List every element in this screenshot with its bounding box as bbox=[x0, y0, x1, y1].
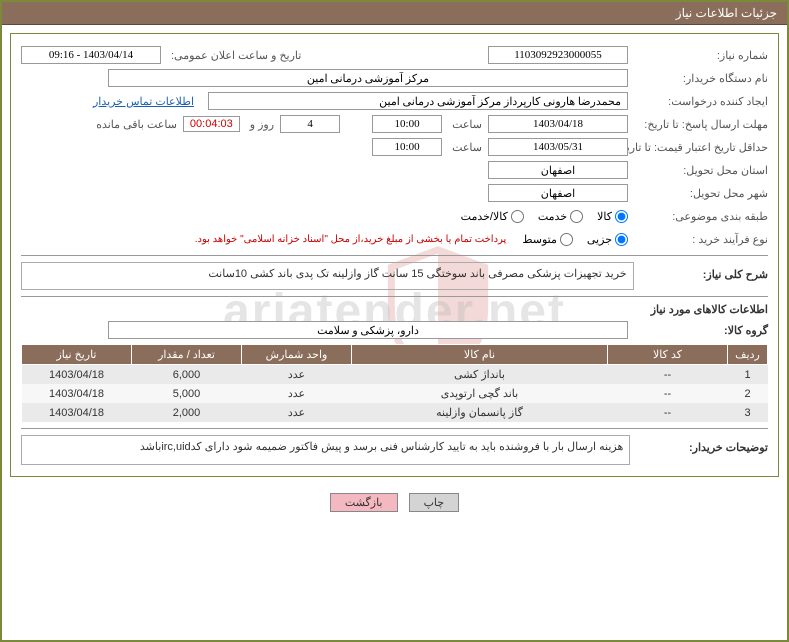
delivery-province-label: استان محل تحویل: bbox=[638, 164, 768, 177]
divider-2 bbox=[21, 296, 768, 297]
category-label: طبقه بندی موضوعی: bbox=[638, 210, 768, 223]
process-label: نوع فرآیند خرید : bbox=[638, 233, 768, 246]
time-label-2: ساعت bbox=[452, 141, 482, 154]
cell-code: -- bbox=[608, 384, 728, 403]
goods-section-title: اطلاعات کالاهای مورد نیاز bbox=[21, 303, 768, 316]
need-number-label: شماره نیاز: bbox=[638, 49, 768, 62]
cell-n: 3 bbox=[728, 403, 768, 422]
divider-1 bbox=[21, 255, 768, 256]
validity-label: حداقل تاریخ اعتبار قیمت: تا تاریخ: bbox=[638, 141, 768, 154]
cell-name: بانداژ کشی bbox=[352, 365, 608, 385]
goods-table: ردیف کد کالا نام کالا واحد شمارش تعداد /… bbox=[21, 344, 768, 422]
table-row: 2--باند گچی ارتوپدیعدد5,0001403/04/18 bbox=[22, 384, 768, 403]
back-button[interactable]: بازگشت bbox=[330, 493, 398, 512]
requester-field bbox=[208, 92, 628, 110]
buyer-notes-label: توضیحات خریدار: bbox=[640, 441, 768, 454]
buyer-notes-box: هزینه ارسال بار با فروشنده باید به تایید… bbox=[21, 435, 630, 465]
radio-khadamat[interactable]: خدمت bbox=[538, 210, 583, 223]
announce-field bbox=[21, 46, 161, 64]
cell-unit: عدد bbox=[242, 384, 352, 403]
need-number-field bbox=[488, 46, 628, 64]
need-desc-label: شرح کلی نیاز: bbox=[640, 268, 768, 281]
radio-small[interactable]: جزیی bbox=[587, 233, 628, 246]
goods-group-label: گروه کالا: bbox=[638, 324, 768, 337]
panel-title: جزئیات اطلاعات نیاز bbox=[2, 2, 787, 25]
deadline-time-field bbox=[372, 115, 442, 133]
cell-code: -- bbox=[608, 365, 728, 385]
remaining-label: ساعت باقی مانده bbox=[96, 118, 177, 131]
divider-3 bbox=[21, 428, 768, 429]
buyer-org-field bbox=[108, 69, 628, 87]
cell-name: باند گچی ارتوپدی bbox=[352, 384, 608, 403]
need-desc-box: خرید تجهیزات پزشکی مصرفی باند سوختگی 15 … bbox=[21, 262, 634, 290]
radio-kalakhadamat[interactable]: کالا/خدمت bbox=[461, 210, 524, 223]
cell-n: 1 bbox=[728, 365, 768, 385]
print-button[interactable]: چاپ bbox=[409, 493, 460, 512]
buyer-org-label: نام دستگاه خریدار: bbox=[638, 72, 768, 85]
cell-name: گاز پانسمان وازلینه bbox=[352, 403, 608, 422]
requester-label: ایجاد کننده درخواست: bbox=[638, 95, 768, 108]
validity-date-field bbox=[488, 138, 628, 156]
validity-time-field bbox=[372, 138, 442, 156]
days-and-label: روز و bbox=[250, 118, 274, 131]
process-note: پرداخت تمام یا بخشی از مبلغ خرید،از محل … bbox=[195, 234, 507, 245]
goods-group-field bbox=[108, 321, 628, 339]
buyer-contact-link[interactable]: اطلاعات تماس خریدار bbox=[93, 95, 194, 108]
cell-n: 2 bbox=[728, 384, 768, 403]
cell-date: 1403/04/18 bbox=[22, 403, 132, 422]
th-qty: تعداد / مقدار bbox=[132, 345, 242, 365]
cell-unit: عدد bbox=[242, 403, 352, 422]
cell-qty: 2,000 bbox=[132, 403, 242, 422]
announce-label: تاریخ و ساعت اعلان عمومی: bbox=[171, 49, 301, 62]
th-date: تاریخ نیاز bbox=[22, 345, 132, 365]
th-unit: واحد شمارش bbox=[242, 345, 352, 365]
delivery-province-field bbox=[488, 161, 628, 179]
table-row: 1--بانداژ کشیعدد6,0001403/04/18 bbox=[22, 365, 768, 385]
cell-qty: 6,000 bbox=[132, 365, 242, 385]
time-label-1: ساعت bbox=[452, 118, 482, 131]
cell-code: -- bbox=[608, 403, 728, 422]
table-row: 3--گاز پانسمان وازلینهعدد2,0001403/04/18 bbox=[22, 403, 768, 422]
cell-date: 1403/04/18 bbox=[22, 365, 132, 385]
th-name: نام کالا bbox=[352, 345, 608, 365]
delivery-city-field bbox=[488, 184, 628, 202]
th-code: کد کالا bbox=[608, 345, 728, 365]
delivery-city-label: شهر محل تحویل: bbox=[638, 187, 768, 200]
deadline-label: مهلت ارسال پاسخ: تا تاریخ: bbox=[638, 118, 768, 131]
cell-unit: عدد bbox=[242, 365, 352, 385]
th-row: ردیف bbox=[728, 345, 768, 365]
cell-qty: 5,000 bbox=[132, 384, 242, 403]
countdown-timer: 00:04:03 bbox=[183, 116, 240, 132]
radio-kala[interactable]: کالا bbox=[597, 210, 628, 223]
radio-medium[interactable]: متوسط bbox=[522, 233, 573, 246]
days-remaining-field bbox=[280, 115, 340, 133]
cell-date: 1403/04/18 bbox=[22, 384, 132, 403]
deadline-date-field bbox=[488, 115, 628, 133]
